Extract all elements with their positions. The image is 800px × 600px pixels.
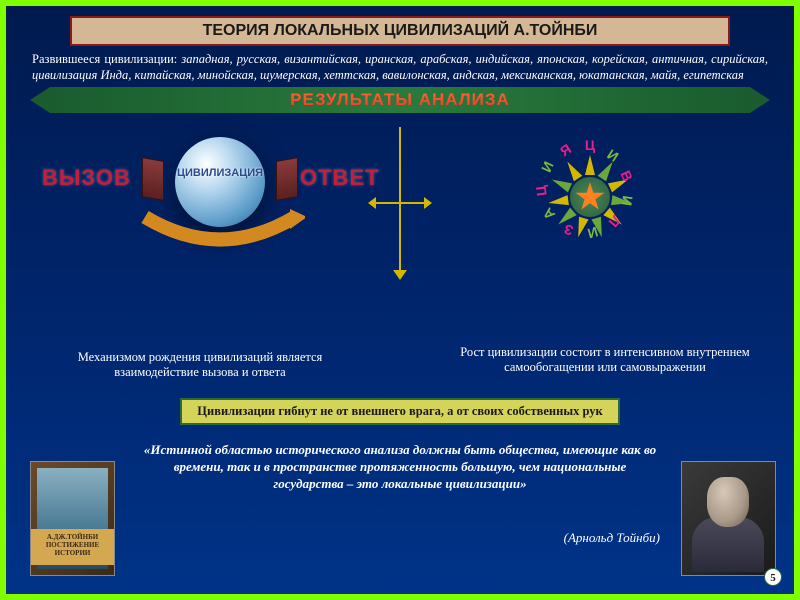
book-band: А.ДЖ.ТОЙНБИ ПОСТИЖЕНИЕ ИСТОРИИ [31,529,114,565]
radial-letter: И [619,194,636,206]
intro-lead: Развившееся цивилизации: [32,52,177,66]
left-caption: Механизмом рождения цивилизаций является… [40,350,360,380]
portrait-head [707,477,749,527]
starburst: ЦИВИЛИЗАЦИЯ [530,137,650,257]
growth-starburst-diagram: ЦИВИЛИЗАЦИЯ [430,117,760,287]
sphere-label: ЦИВИЛИЗАЦИЯ [168,167,272,179]
radial-letter: Ц [532,184,549,196]
slide-frame: ТЕОРИЯ ЛОКАЛЬНЫХ ЦИВИЛИЗАЦИЙ А.ТОЙНБИ Ра… [10,10,790,590]
intro-paragraph: Развившееся цивилизации: западная, русск… [10,50,790,85]
title-bar: ТЕОРИЯ ЛОКАЛЬНЫХ ЦИВИЛИЗАЦИЙ А.ТОЙНБИ [70,16,730,46]
right-block [276,157,298,201]
down-arrow-icon [399,127,401,272]
page-number: 5 [764,568,782,586]
radial-letter: Ц [585,137,595,153]
title-text: ТЕОРИЯ ЛОКАЛЬНЫХ ЦИВИЛИЗАЦИЙ А.ТОЙНБИ [203,22,598,39]
results-label: РЕЗУЛЬТАТЫ АНАЛИЗА [290,90,510,109]
conclusion-text: Цивилизации гибнут не от внешнего врага,… [197,404,602,418]
book-cover: А.ДЖ.ТОЙНБИ ПОСТИЖЕНИЕ ИСТОРИИ [30,461,115,576]
left-block [142,157,164,201]
conclusion-box: Цивилизации гибнут не от внешнего врага,… [180,398,620,425]
response-label: ОТВЕТ [300,165,380,191]
quote-text: «Истинной областью исторического анализа… [140,442,660,493]
right-caption: Рост цивилизации состоит в интенсивном в… [450,345,760,375]
toynbee-portrait [681,461,776,576]
challenge-label: ВЫЗОВ [42,165,131,191]
star-center-icon [570,177,610,217]
orbit-arrow-icon [135,207,305,257]
results-banner: РЕЗУЛЬТАТЫ АНАЛИЗА [50,87,750,113]
author-text: (Арнольд Тойнби) [440,530,660,546]
diagram-row: ЦИВИЛИЗАЦИЯ ВЫЗОВ ОТВЕТ ЦИВИЛИЗАЦИЯ [10,117,790,307]
bidir-arrow-icon [375,202,425,204]
book-title: ПОСТИЖЕНИЕ ИСТОРИИ [31,541,114,557]
challenge-response-diagram: ЦИВИЛИЗАЦИЯ ВЫЗОВ ОТВЕТ [40,117,390,287]
book-author: А.ДЖ.ТОЙНБИ [31,533,114,541]
